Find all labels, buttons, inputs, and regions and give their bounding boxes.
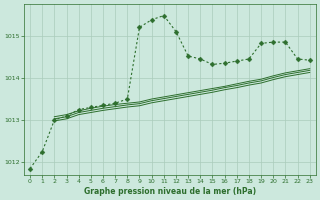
X-axis label: Graphe pression niveau de la mer (hPa): Graphe pression niveau de la mer (hPa)	[84, 187, 256, 196]
